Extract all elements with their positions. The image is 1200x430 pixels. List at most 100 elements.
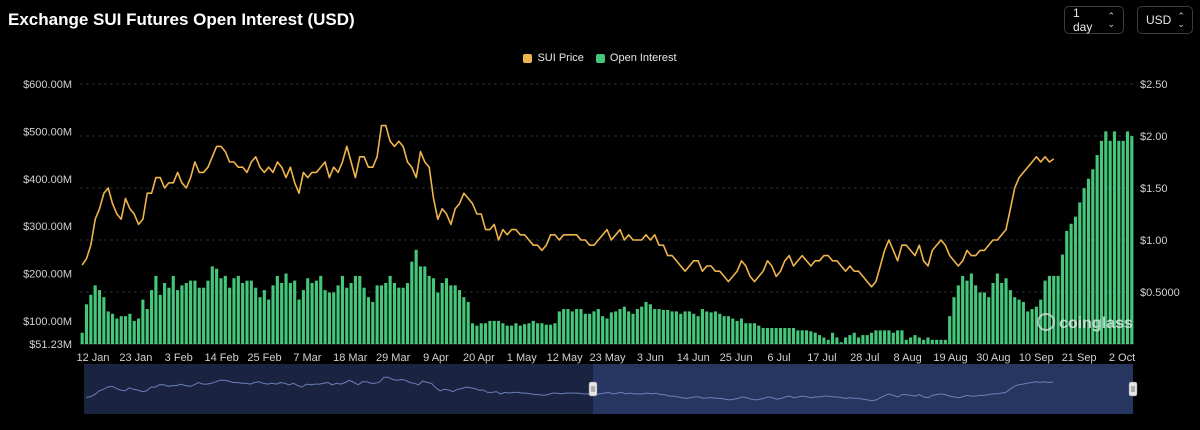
oi-bar	[726, 316, 731, 344]
oi-bar	[206, 280, 210, 344]
oi-bar	[683, 311, 687, 344]
oi-bar	[97, 290, 102, 344]
oi-bar	[349, 282, 353, 344]
oi-bar	[874, 330, 878, 344]
oi-bar	[193, 280, 197, 344]
oi-bar	[575, 309, 579, 344]
oi-bar	[913, 335, 917, 344]
oi-bar	[436, 292, 440, 344]
oi-bar	[132, 320, 136, 344]
oi-bar	[531, 320, 535, 344]
oi-bar	[1078, 202, 1082, 344]
oi-bar	[410, 261, 414, 344]
oi-bar	[219, 278, 223, 344]
x-tick-label: 7 Mar	[293, 352, 321, 364]
y-left-tick-label: $200.00M	[23, 269, 72, 281]
oi-bar	[358, 275, 362, 344]
oi-bar	[609, 312, 613, 344]
oi-bar	[857, 337, 861, 344]
oi-bar	[796, 330, 800, 344]
oi-bar	[301, 290, 305, 344]
oi-bar	[84, 304, 89, 344]
oi-bar	[536, 323, 540, 344]
oi-bar	[995, 273, 999, 344]
oi-bar	[1017, 299, 1021, 344]
oi-bar	[1082, 188, 1086, 344]
oi-bar	[861, 335, 865, 344]
oi-bar	[713, 311, 717, 344]
oi-bar	[761, 328, 765, 344]
oi-bar	[431, 278, 436, 344]
legend-item-price[interactable]: SUI Price	[523, 52, 584, 64]
oi-bar	[510, 325, 514, 344]
navigator-handle[interactable]	[1128, 381, 1138, 397]
x-tick-label: 3 Jun	[637, 352, 664, 364]
legend-item-oi[interactable]: Open Interest	[595, 52, 677, 64]
oi-bar	[119, 316, 123, 344]
oi-bar	[943, 339, 947, 344]
oi-bar	[293, 280, 297, 344]
interval-select[interactable]: 1 day ⌃ ⌄	[1064, 6, 1124, 34]
x-tick-label: 20 Apr	[463, 352, 495, 364]
oi-bar	[631, 313, 635, 344]
oi-bar	[588, 313, 592, 344]
oi-bar	[991, 282, 995, 344]
x-tick-label: 17 Jul	[807, 352, 836, 364]
oi-bar	[306, 278, 310, 344]
oi-bar	[813, 332, 817, 344]
chevron-up-down-icon: ⌃ ⌄	[1177, 11, 1185, 29]
oi-bar	[1104, 131, 1108, 344]
x-tick-label: 10 Sep	[1019, 352, 1054, 364]
oi-bar	[397, 287, 401, 344]
chart-title: Exchange SUI Futures Open Interest (USD)	[8, 10, 355, 29]
oi-bar	[336, 285, 340, 344]
oi-bar	[267, 299, 271, 344]
oi-bar	[254, 287, 258, 344]
oi-bar	[817, 335, 822, 344]
y-left-tick-label: $300.00M	[23, 221, 72, 233]
oi-bar	[948, 316, 952, 344]
oi-bar	[1008, 290, 1012, 344]
oi-bar	[1130, 136, 1134, 344]
oi-bar	[375, 285, 379, 344]
oi-bar	[978, 292, 982, 344]
oi-bar	[891, 332, 895, 344]
oi-bar	[258, 297, 262, 344]
oi-bar	[553, 323, 557, 344]
oi-bar	[479, 323, 483, 344]
navigator-handle[interactable]	[588, 381, 598, 397]
oi-bar	[405, 282, 410, 344]
oi-bar	[635, 309, 639, 344]
oi-bar	[141, 299, 145, 344]
oi-bar	[956, 285, 960, 344]
navigator-line	[86, 376, 1054, 402]
oi-bar	[605, 318, 609, 344]
oi-bar	[544, 324, 548, 344]
currency-select[interactable]: USD ⌃ ⌄	[1137, 6, 1193, 34]
y-left-tick-label: $100.00M	[23, 316, 72, 328]
oi-bar	[661, 309, 665, 344]
oi-bar	[687, 311, 691, 344]
oi-bar	[362, 287, 366, 344]
oi-bar	[150, 290, 154, 344]
y-left-tick-label: $600.00M	[23, 79, 72, 91]
oi-bar	[961, 275, 965, 344]
oi-bar	[1108, 140, 1112, 344]
oi-bar	[952, 297, 956, 344]
oi-bar	[800, 330, 804, 344]
y-right-tick-label: $1.00	[1140, 235, 1168, 247]
oi-bar	[475, 325, 479, 344]
oi-bar	[748, 323, 752, 344]
oi-bar	[1125, 131, 1130, 344]
oi-bar	[666, 309, 670, 344]
oi-bar	[826, 339, 830, 344]
oi-bar	[644, 301, 648, 344]
oi-bar	[865, 335, 869, 344]
oi-bar	[1117, 140, 1121, 344]
x-tick-label: 21 Sep	[1062, 352, 1097, 364]
oi-bar	[297, 299, 301, 344]
y-left-tick-label: $51.23M	[29, 339, 72, 351]
chart-legend: SUI Price Open Interest	[0, 52, 1200, 64]
oi-bar	[809, 331, 813, 344]
oi-bar	[926, 337, 930, 344]
